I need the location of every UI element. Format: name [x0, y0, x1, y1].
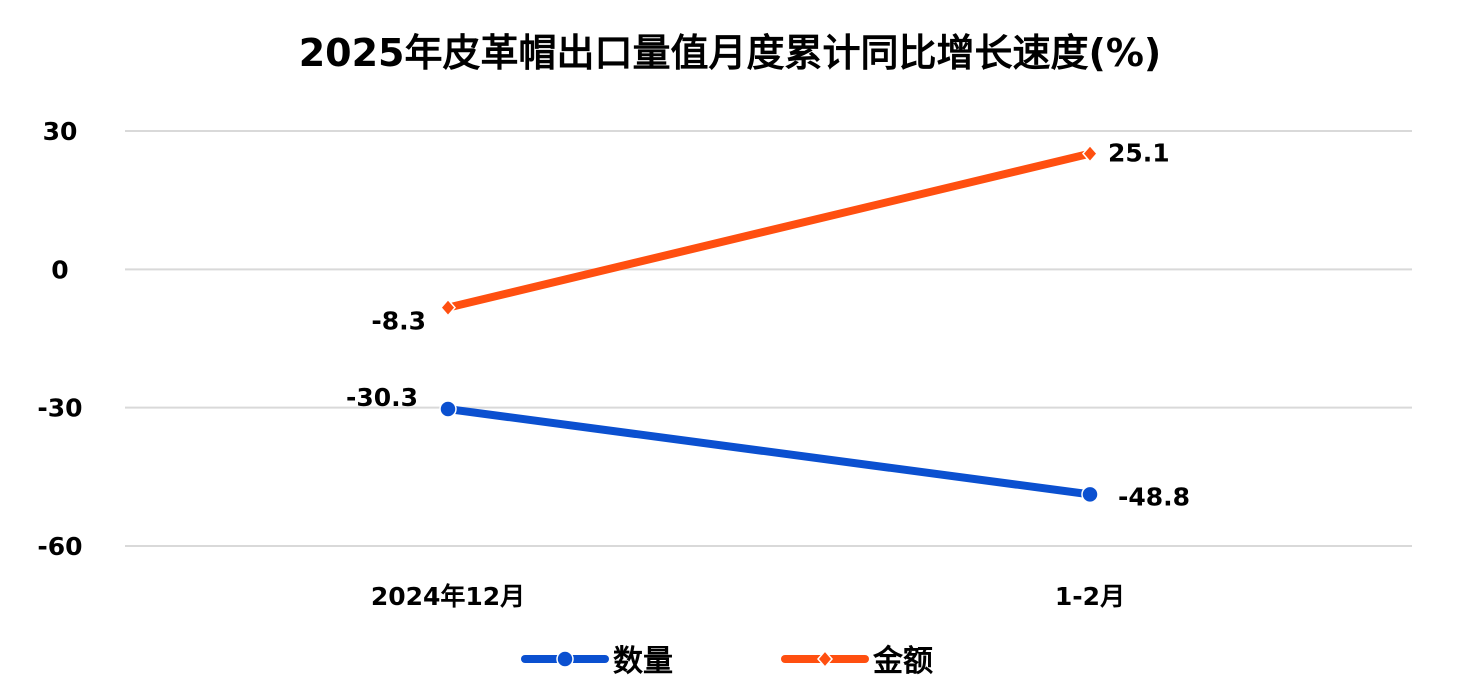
legend-label: 数量 [613, 644, 673, 679]
data-label: 25.1 [1108, 139, 1170, 168]
y-tick-label: -30 [37, 394, 82, 423]
chart-title: 2025年皮革帽出口量值月度累计同比增长速度(%) [299, 31, 1162, 75]
y-tick-label: 0 [51, 255, 68, 284]
series-line-数量 [444, 405, 1094, 499]
x-tick-label: 1-2月 [1055, 582, 1125, 611]
y-tick-label: -60 [37, 532, 82, 561]
series-line-金额 [444, 149, 1094, 312]
data-label: -30.3 [346, 383, 418, 412]
legend-marker-circle-icon [556, 650, 574, 668]
data-point [1081, 485, 1099, 504]
data-point [1082, 144, 1098, 163]
data-point [440, 298, 456, 317]
data-label: -8.3 [371, 307, 426, 336]
data-label: -48.8 [1118, 482, 1190, 511]
y-tick-label: 30 [43, 117, 78, 146]
data-point [439, 400, 457, 418]
x-tick-label: 2024年12月 [371, 582, 525, 611]
legend-marker-diamond-icon [817, 649, 833, 669]
legend-label: 金额 [872, 644, 933, 679]
